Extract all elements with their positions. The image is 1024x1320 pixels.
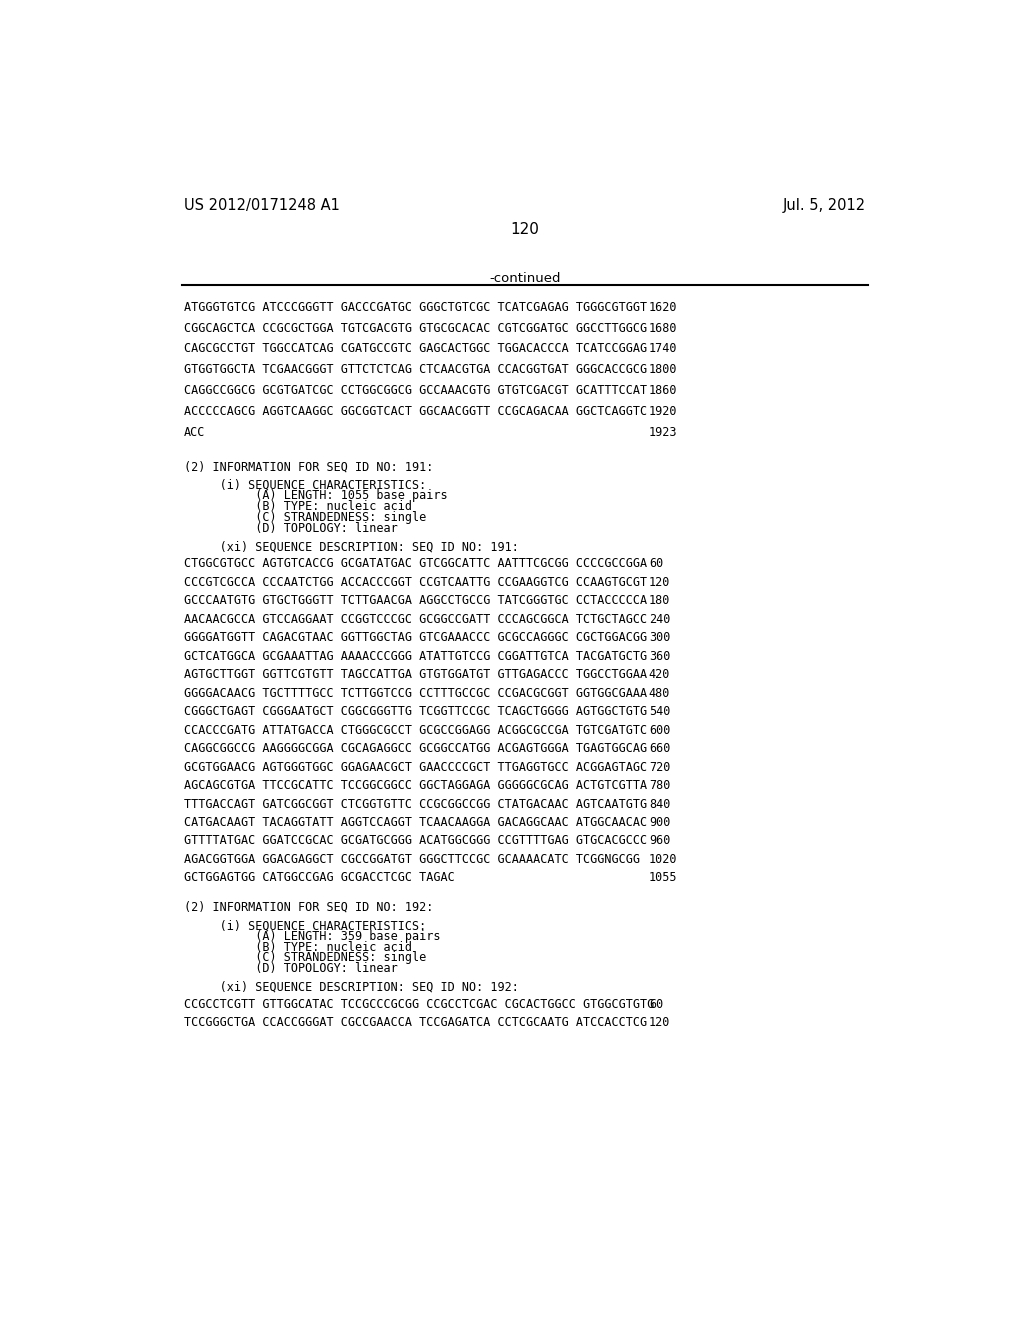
Text: Jul. 5, 2012: Jul. 5, 2012 [782,198,866,214]
Text: (B) TYPE: nucleic acid: (B) TYPE: nucleic acid [183,941,412,954]
Text: AGACGGTGGA GGACGAGGCT CGCCGGATGT GGGCTTCCGC GCAAAACATC TCGGNGCGG: AGACGGTGGA GGACGAGGCT CGCCGGATGT GGGCTTC… [183,853,640,866]
Text: GCGTGGAACG AGTGGGTGGC GGAGAACGCT GAACCCCGCT TTGAGGTGCC ACGGAGTAGC: GCGTGGAACG AGTGGGTGGC GGAGAACGCT GAACCCC… [183,760,647,774]
Text: CAGGCGGCCG AAGGGGCGGA CGCAGAGGCC GCGGCCATGG ACGAGTGGGA TGAGTGGCAG: CAGGCGGCCG AAGGGGCGGA CGCAGAGGCC GCGGCCA… [183,742,647,755]
Text: 180: 180 [649,594,670,607]
Text: TCCGGGCTGA CCACCGGGAT CGCCGAACCA TCCGAGATCA CCTCGCAATG ATCCACCTCG: TCCGGGCTGA CCACCGGGAT CGCCGAACCA TCCGAGA… [183,1016,647,1030]
Text: (B) TYPE: nucleic acid: (B) TYPE: nucleic acid [183,500,412,513]
Text: GCCCAATGTG GTGCTGGGTT TCTTGAACGA AGGCCTGCCG TATCGGGTGC CCTACCCCCA: GCCCAATGTG GTGCTGGGTT TCTTGAACGA AGGCCTG… [183,594,647,607]
Text: 360: 360 [649,649,670,663]
Text: 780: 780 [649,779,670,792]
Text: (A) LENGTH: 359 base pairs: (A) LENGTH: 359 base pairs [183,929,440,942]
Text: ACC: ACC [183,425,205,438]
Text: 60: 60 [649,557,664,570]
Text: AGTGCTTGGT GGTTCGTGTT TAGCCATTGA GTGTGGATGT GTTGAGACCC TGGCCTGGAA: AGTGCTTGGT GGTTCGTGTT TAGCCATTGA GTGTGGA… [183,668,647,681]
Text: (D) TOPOLOGY: linear: (D) TOPOLOGY: linear [183,962,397,975]
Text: (i) SEQUENCE CHARACTERISTICS:: (i) SEQUENCE CHARACTERISTICS: [183,919,426,932]
Text: TTTGACCAGT GATCGGCGGT CTCGGTGTTC CCGCGGCCGG CTATGACAAC AGTCAATGTG: TTTGACCAGT GATCGGCGGT CTCGGTGTTC CCGCGGC… [183,797,647,810]
Text: (2) INFORMATION FOR SEQ ID NO: 191:: (2) INFORMATION FOR SEQ ID NO: 191: [183,461,433,474]
Text: 1620: 1620 [649,301,677,314]
Text: (xi) SEQUENCE DESCRIPTION: SEQ ID NO: 192:: (xi) SEQUENCE DESCRIPTION: SEQ ID NO: 19… [183,981,519,994]
Text: CCGCCTCGTT GTTGGCATAC TCCGCCCGCGG CCGCCTCGAC CGCACTGGCC GTGGCGTGTG: CCGCCTCGTT GTTGGCATAC TCCGCCCGCGG CCGCCT… [183,998,654,1011]
Text: 720: 720 [649,760,670,774]
Text: (A) LENGTH: 1055 base pairs: (A) LENGTH: 1055 base pairs [183,490,447,503]
Text: 900: 900 [649,816,670,829]
Text: (D) TOPOLOGY: linear: (D) TOPOLOGY: linear [183,521,397,535]
Text: 960: 960 [649,834,670,847]
Text: 540: 540 [649,705,670,718]
Text: CGGCAGCTCA CCGCGCTGGA TGTCGACGTG GTGCGCACAC CGTCGGATGC GGCCTTGGCG: CGGCAGCTCA CCGCGCTGGA TGTCGACGTG GTGCGCA… [183,322,647,335]
Text: (i) SEQUENCE CHARACTERISTICS:: (i) SEQUENCE CHARACTERISTICS: [183,479,426,492]
Text: GTGGTGGCTA TCGAACGGGT GTTCTCTCAG CTCAACGTGA CCACGGTGAT GGGCACCGCG: GTGGTGGCTA TCGAACGGGT GTTCTCTCAG CTCAACG… [183,363,647,376]
Text: (2) INFORMATION FOR SEQ ID NO: 192:: (2) INFORMATION FOR SEQ ID NO: 192: [183,900,433,913]
Text: CCCGTCGCCA CCCAATCTGG ACCACCCGGT CCGTCAATTG CCGAAGGTCG CCAAGTGCGT: CCCGTCGCCA CCCAATCTGG ACCACCCGGT CCGTCAA… [183,576,647,589]
Text: CGGGCTGAGT CGGGAATGCT CGGCGGGTTG TCGGTTCCGC TCAGCTGGGG AGTGGCTGTG: CGGGCTGAGT CGGGAATGCT CGGCGGGTTG TCGGTTC… [183,705,647,718]
Text: GGGGATGGTT CAGACGTAAC GGTTGGCTAG GTCGAAACCC GCGCCAGGGC CGCTGGACGG: GGGGATGGTT CAGACGTAAC GGTTGGCTAG GTCGAAA… [183,631,647,644]
Text: -continued: -continued [489,272,560,285]
Text: 840: 840 [649,797,670,810]
Text: 120: 120 [649,1016,670,1030]
Text: CAGGCCGGCG GCGTGATCGC CCTGGCGGCG GCCAAACGTG GTGTCGACGT GCATTTCCAT: CAGGCCGGCG GCGTGATCGC CCTGGCGGCG GCCAAAC… [183,384,647,397]
Text: 660: 660 [649,742,670,755]
Text: 1020: 1020 [649,853,677,866]
Text: GGGGACAACG TGCTTTTGCC TCTTGGTCCG CCTTTGCCGC CCGACGCGGT GGTGGCGAAA: GGGGACAACG TGCTTTTGCC TCTTGGTCCG CCTTTGC… [183,686,647,700]
Text: CATGACAAGT TACAGGTATT AGGTCCAGGT TCAACAAGGA GACAGGCAAC ATGGCAACAC: CATGACAAGT TACAGGTATT AGGTCCAGGT TCAACAA… [183,816,647,829]
Text: (C) STRANDEDNESS: single: (C) STRANDEDNESS: single [183,511,426,524]
Text: 1920: 1920 [649,405,677,418]
Text: 1055: 1055 [649,871,677,884]
Text: 240: 240 [649,612,670,626]
Text: 1800: 1800 [649,363,677,376]
Text: CAGCGCCTGT TGGCCATCAG CGATGCCGTC GAGCACTGGC TGGACACCCA TCATCCGGAG: CAGCGCCTGT TGGCCATCAG CGATGCCGTC GAGCACT… [183,342,647,355]
Text: GCTGGAGTGG CATGGCCGAG GCGACCTCGC TAGAC: GCTGGAGTGG CATGGCCGAG GCGACCTCGC TAGAC [183,871,455,884]
Text: (C) STRANDEDNESS: single: (C) STRANDEDNESS: single [183,952,426,965]
Text: 120: 120 [649,576,670,589]
Text: 120: 120 [510,222,540,236]
Text: 600: 600 [649,723,670,737]
Text: CCACCCGATG ATTATGACCA CTGGGCGCCT GCGCCGGAGG ACGGCGCCGA TGTCGATGTC: CCACCCGATG ATTATGACCA CTGGGCGCCT GCGCCGG… [183,723,647,737]
Text: ATGGGTGTCG ATCCCGGGTT GACCCGATGC GGGCTGTCGC TCATCGAGAG TGGGCGTGGT: ATGGGTGTCG ATCCCGGGTT GACCCGATGC GGGCTGT… [183,301,647,314]
Text: 1680: 1680 [649,322,677,335]
Text: 1860: 1860 [649,384,677,397]
Text: ACCCCCAGCG AGGTCAAGGC GGCGGTCACT GGCAACGGTT CCGCAGACAA GGCTCAGGTC: ACCCCCAGCG AGGTCAAGGC GGCGGTCACT GGCAACG… [183,405,647,418]
Text: AGCAGCGTGA TTCCGCATTC TCCGGCGGCC GGCTAGGAGA GGGGGCGCAG ACTGTCGTTA: AGCAGCGTGA TTCCGCATTC TCCGGCGGCC GGCTAGG… [183,779,647,792]
Text: 480: 480 [649,686,670,700]
Text: GCTCATGGCA GCGAAATTAG AAAACCCGGG ATATTGTCCG CGGATTGTCA TACGATGCTG: GCTCATGGCA GCGAAATTAG AAAACCCGGG ATATTGT… [183,649,647,663]
Text: (xi) SEQUENCE DESCRIPTION: SEQ ID NO: 191:: (xi) SEQUENCE DESCRIPTION: SEQ ID NO: 19… [183,540,519,553]
Text: GTTTTATGAC GGATCCGCAC GCGATGCGGG ACATGGCGGG CCGTTTTGAG GTGCACGCCC: GTTTTATGAC GGATCCGCAC GCGATGCGGG ACATGGC… [183,834,647,847]
Text: 1740: 1740 [649,342,677,355]
Text: AACAACGCCA GTCCAGGAAT CCGGTCCCGC GCGGCCGATT CCCAGCGGCA TCTGCTAGCC: AACAACGCCA GTCCAGGAAT CCGGTCCCGC GCGGCCG… [183,612,647,626]
Text: 420: 420 [649,668,670,681]
Text: US 2012/0171248 A1: US 2012/0171248 A1 [183,198,340,214]
Text: CTGGCGTGCC AGTGTCACCG GCGATATGAC GTCGGCATTC AATTTCGCGG CCCCGCCGGA: CTGGCGTGCC AGTGTCACCG GCGATATGAC GTCGGCA… [183,557,647,570]
Text: 60: 60 [649,998,664,1011]
Text: 1923: 1923 [649,425,677,438]
Text: 300: 300 [649,631,670,644]
